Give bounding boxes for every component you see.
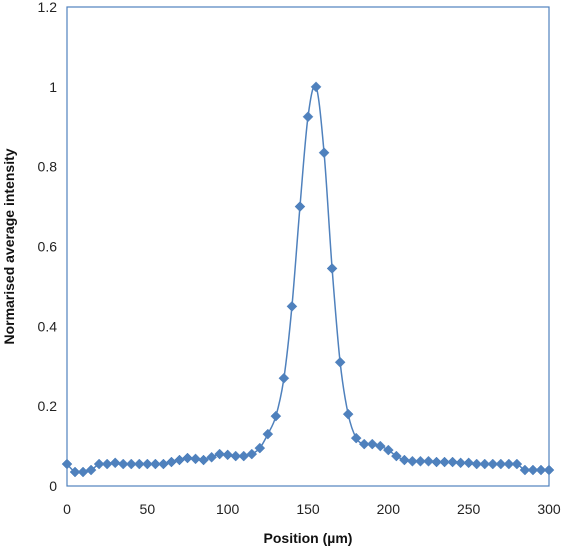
data-point-marker <box>246 448 258 460</box>
data-point-marker <box>366 438 378 450</box>
data-point-marker <box>334 356 346 368</box>
x-tick-label: 150 <box>296 501 320 517</box>
data-point-marker <box>543 464 555 476</box>
data-point-marker <box>407 455 418 467</box>
data-point-marker <box>286 301 298 312</box>
data-point-marker <box>69 466 81 478</box>
data-point-marker <box>262 428 274 440</box>
data-point-marker <box>238 450 250 462</box>
data-point-marker <box>141 458 153 470</box>
data-point-marker <box>294 201 306 212</box>
x-tick-label: 200 <box>377 501 401 517</box>
data-point-marker <box>109 457 121 469</box>
data-point-marker <box>495 458 507 470</box>
data-point-marker <box>270 410 282 422</box>
data-point-marker <box>77 466 89 478</box>
x-tick-label: 250 <box>457 501 481 517</box>
data-point-marker <box>423 455 434 467</box>
x-tick-label: 0 <box>63 501 71 517</box>
data-point-marker <box>190 453 201 465</box>
data-point-marker <box>374 440 386 452</box>
data-point-marker <box>471 458 483 470</box>
y-axis-title: Normarised average intensity <box>1 148 17 344</box>
x-tick-label: 50 <box>140 501 156 517</box>
data-point-marker <box>182 452 193 464</box>
data-point-marker <box>382 444 394 456</box>
data-point-marker <box>174 454 185 466</box>
y-tick-label: 0.6 <box>38 239 58 255</box>
y-tick-label: 1.2 <box>38 0 58 15</box>
data-point-marker <box>117 458 129 470</box>
x-tick-label: 100 <box>216 501 240 517</box>
data-point-marker <box>278 372 290 384</box>
data-point-marker <box>415 455 426 467</box>
data-point-marker <box>455 457 466 469</box>
series-line <box>66 84 549 474</box>
data-point-marker <box>503 458 515 470</box>
data-point-marker <box>431 456 442 468</box>
data-point-marker <box>93 458 105 470</box>
y-tick-label: 0 <box>49 478 57 494</box>
data-point-marker <box>214 448 225 460</box>
data-point-marker <box>326 263 338 274</box>
x-tick-label: 300 <box>537 501 561 517</box>
data-point-marker <box>535 464 547 476</box>
data-point-marker <box>302 111 314 123</box>
data-point-marker <box>61 458 73 470</box>
data-point-marker <box>158 458 169 470</box>
data-point-marker <box>318 147 330 159</box>
data-point-marker <box>222 449 234 461</box>
data-point-marker <box>399 454 410 466</box>
data-point-marker <box>85 464 97 476</box>
data-point-marker <box>150 458 161 470</box>
y-tick-label: 0.4 <box>38 318 58 334</box>
data-point-marker <box>198 454 209 466</box>
data-point-marker <box>511 458 523 470</box>
y-tick-label: 1 <box>49 79 57 95</box>
x-axis-title: Position (µm) <box>264 530 353 546</box>
data-point-marker <box>519 464 531 476</box>
plot-frame-layer <box>66 6 550 487</box>
y-tick-label: 0.8 <box>38 159 58 175</box>
data-point-marker <box>479 458 491 470</box>
data-point-marker <box>463 457 475 469</box>
data-point-marker <box>254 442 266 454</box>
data-point-marker <box>125 458 137 470</box>
data-point-marker <box>447 456 458 468</box>
data-point-marker <box>310 81 322 93</box>
data-point-marker <box>439 456 450 468</box>
data-point-marker <box>133 458 145 470</box>
data-point-marker <box>166 456 177 468</box>
y-tick-label: 0.2 <box>38 398 58 414</box>
series-layer <box>61 81 555 478</box>
data-point-marker <box>358 438 370 450</box>
data-point-marker <box>230 450 242 462</box>
data-point-marker <box>391 450 402 462</box>
tick-label-layer: 0 0.2 0.4 0.6 0.8 1 1.2 0 50 100 150 200 250 300 <box>38 0 561 517</box>
data-point-marker <box>206 451 217 463</box>
data-point-marker <box>487 458 499 470</box>
data-point-marker <box>527 464 539 476</box>
plot-frame <box>66 6 550 487</box>
data-point-marker <box>350 432 362 444</box>
data-point-marker <box>342 408 354 420</box>
data-point-marker <box>101 458 113 470</box>
